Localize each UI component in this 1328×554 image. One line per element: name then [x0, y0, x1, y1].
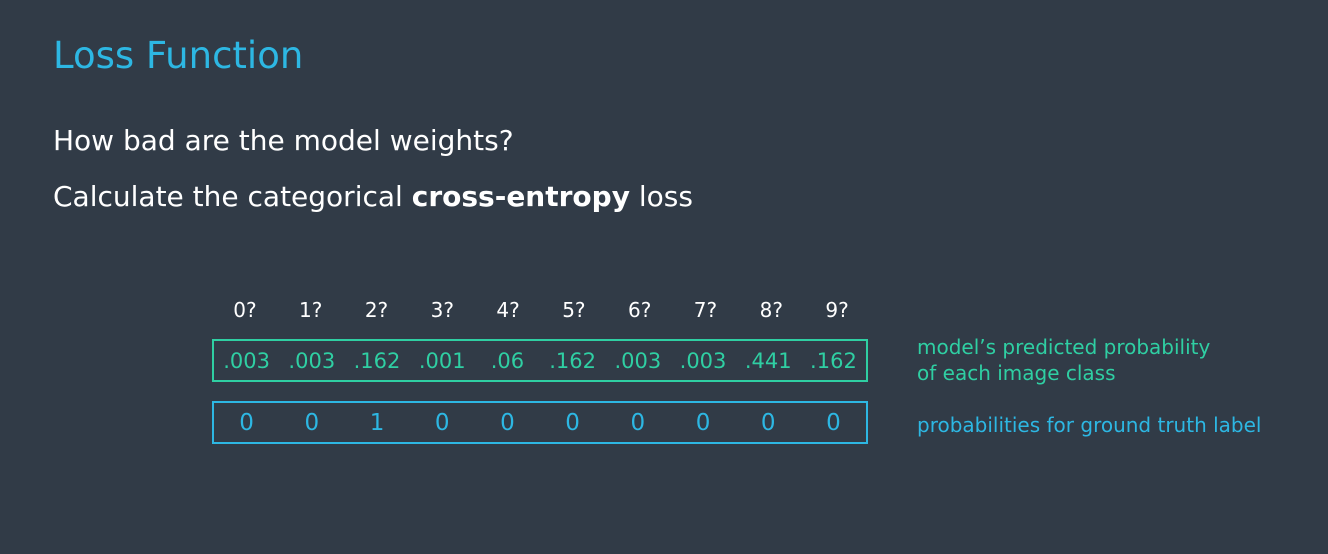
calculate-text: Calculate the categorical cross-entropy …: [53, 180, 693, 213]
predicted-annotation-line2: of each image class: [917, 361, 1116, 385]
predicted-value: .162: [549, 348, 596, 373]
predicted-value: .162: [353, 348, 401, 373]
ground-truth-value: 0: [826, 409, 841, 436]
ground-truth-annotation: probabilities for ground truth label: [917, 413, 1262, 437]
predicted-value: .001: [418, 348, 466, 373]
predicted-annotation-line1: model’s predicted probability: [917, 335, 1211, 359]
predicted-value: .003: [614, 348, 662, 373]
predicted-value: .162: [810, 348, 857, 373]
predicted-value: .003: [288, 348, 336, 373]
class-label: 7?: [693, 298, 718, 322]
predicted-annotation: model’s predicted probability of each ima…: [917, 334, 1210, 386]
class-labels-row: 0? 1? 2? 3? 4? 5? 6? 7? 8? 9?: [212, 298, 870, 322]
ground-truth-value: 0: [695, 409, 711, 436]
predicted-value: .441: [744, 348, 792, 373]
class-label: 9?: [825, 298, 849, 322]
class-label: 5?: [562, 298, 586, 322]
calculate-suffix: loss: [629, 180, 693, 213]
calculate-prefix: Calculate the categorical: [53, 180, 412, 213]
ground-truth-value: 0: [434, 409, 450, 436]
cross-entropy-term: cross-entropy: [411, 180, 630, 213]
predicted-value: .06: [490, 348, 525, 373]
class-label: 3?: [430, 298, 454, 322]
ground-truth-value: 0: [630, 409, 646, 436]
class-label: 4?: [496, 298, 520, 322]
class-label: 6?: [628, 298, 652, 322]
ground-truth-value: 1: [369, 409, 385, 436]
predicted-value: .003: [223, 348, 270, 373]
class-label: 1?: [299, 298, 323, 322]
ground-truth-value: 0: [239, 409, 254, 436]
ground-truth-vector: 0 0 1 0 0 0 0 0 0 0: [212, 401, 868, 444]
ground-truth-value: 0: [760, 409, 776, 436]
question-text: How bad are the model weights?: [53, 124, 514, 157]
class-label: 0?: [233, 298, 257, 322]
class-label: 2?: [364, 298, 389, 322]
predicted-probability-vector: .003 .003 .162 .001 .06 .162 .003 .003 .…: [212, 339, 868, 382]
ground-truth-value: 0: [304, 409, 320, 436]
class-label: 8?: [759, 298, 783, 322]
ground-truth-value: 0: [500, 409, 515, 436]
predicted-value: .003: [679, 348, 727, 373]
ground-truth-value: 0: [565, 409, 580, 436]
slide-title: Loss Function: [53, 34, 304, 77]
